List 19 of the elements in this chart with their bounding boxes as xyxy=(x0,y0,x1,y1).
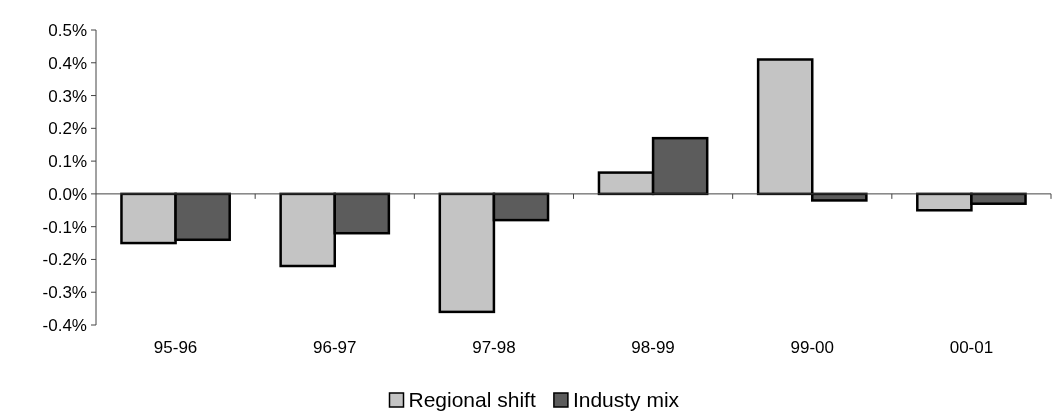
x-tick-label: 95-96 xyxy=(153,338,198,357)
y-tick-label: 0.5% xyxy=(48,20,87,40)
y-tick-label: 0.1% xyxy=(48,152,87,172)
y-tick-label: 0.4% xyxy=(48,53,87,73)
y-tick-label: 0.2% xyxy=(48,119,87,139)
y-tick-label: 0.0% xyxy=(48,184,87,204)
legend-label: Regional shift xyxy=(408,388,536,412)
bar xyxy=(756,58,814,196)
x-tick-label: 98-99 xyxy=(631,338,675,357)
y-tick-label: -0.4% xyxy=(42,315,87,335)
x-tick-label: 96-97 xyxy=(313,338,357,357)
x-tick-label: 97-98 xyxy=(472,338,516,357)
x-tick-label: 00-01 xyxy=(949,338,994,357)
y-tick-label: 0.3% xyxy=(48,86,87,106)
y-tick-label: -0.1% xyxy=(42,217,87,237)
x-tick-label: 99-00 xyxy=(790,338,834,357)
legend-label: Industy mix xyxy=(572,388,680,412)
y-tick-label: -0.2% xyxy=(42,250,87,270)
y-tick-label: -0.3% xyxy=(42,283,87,303)
